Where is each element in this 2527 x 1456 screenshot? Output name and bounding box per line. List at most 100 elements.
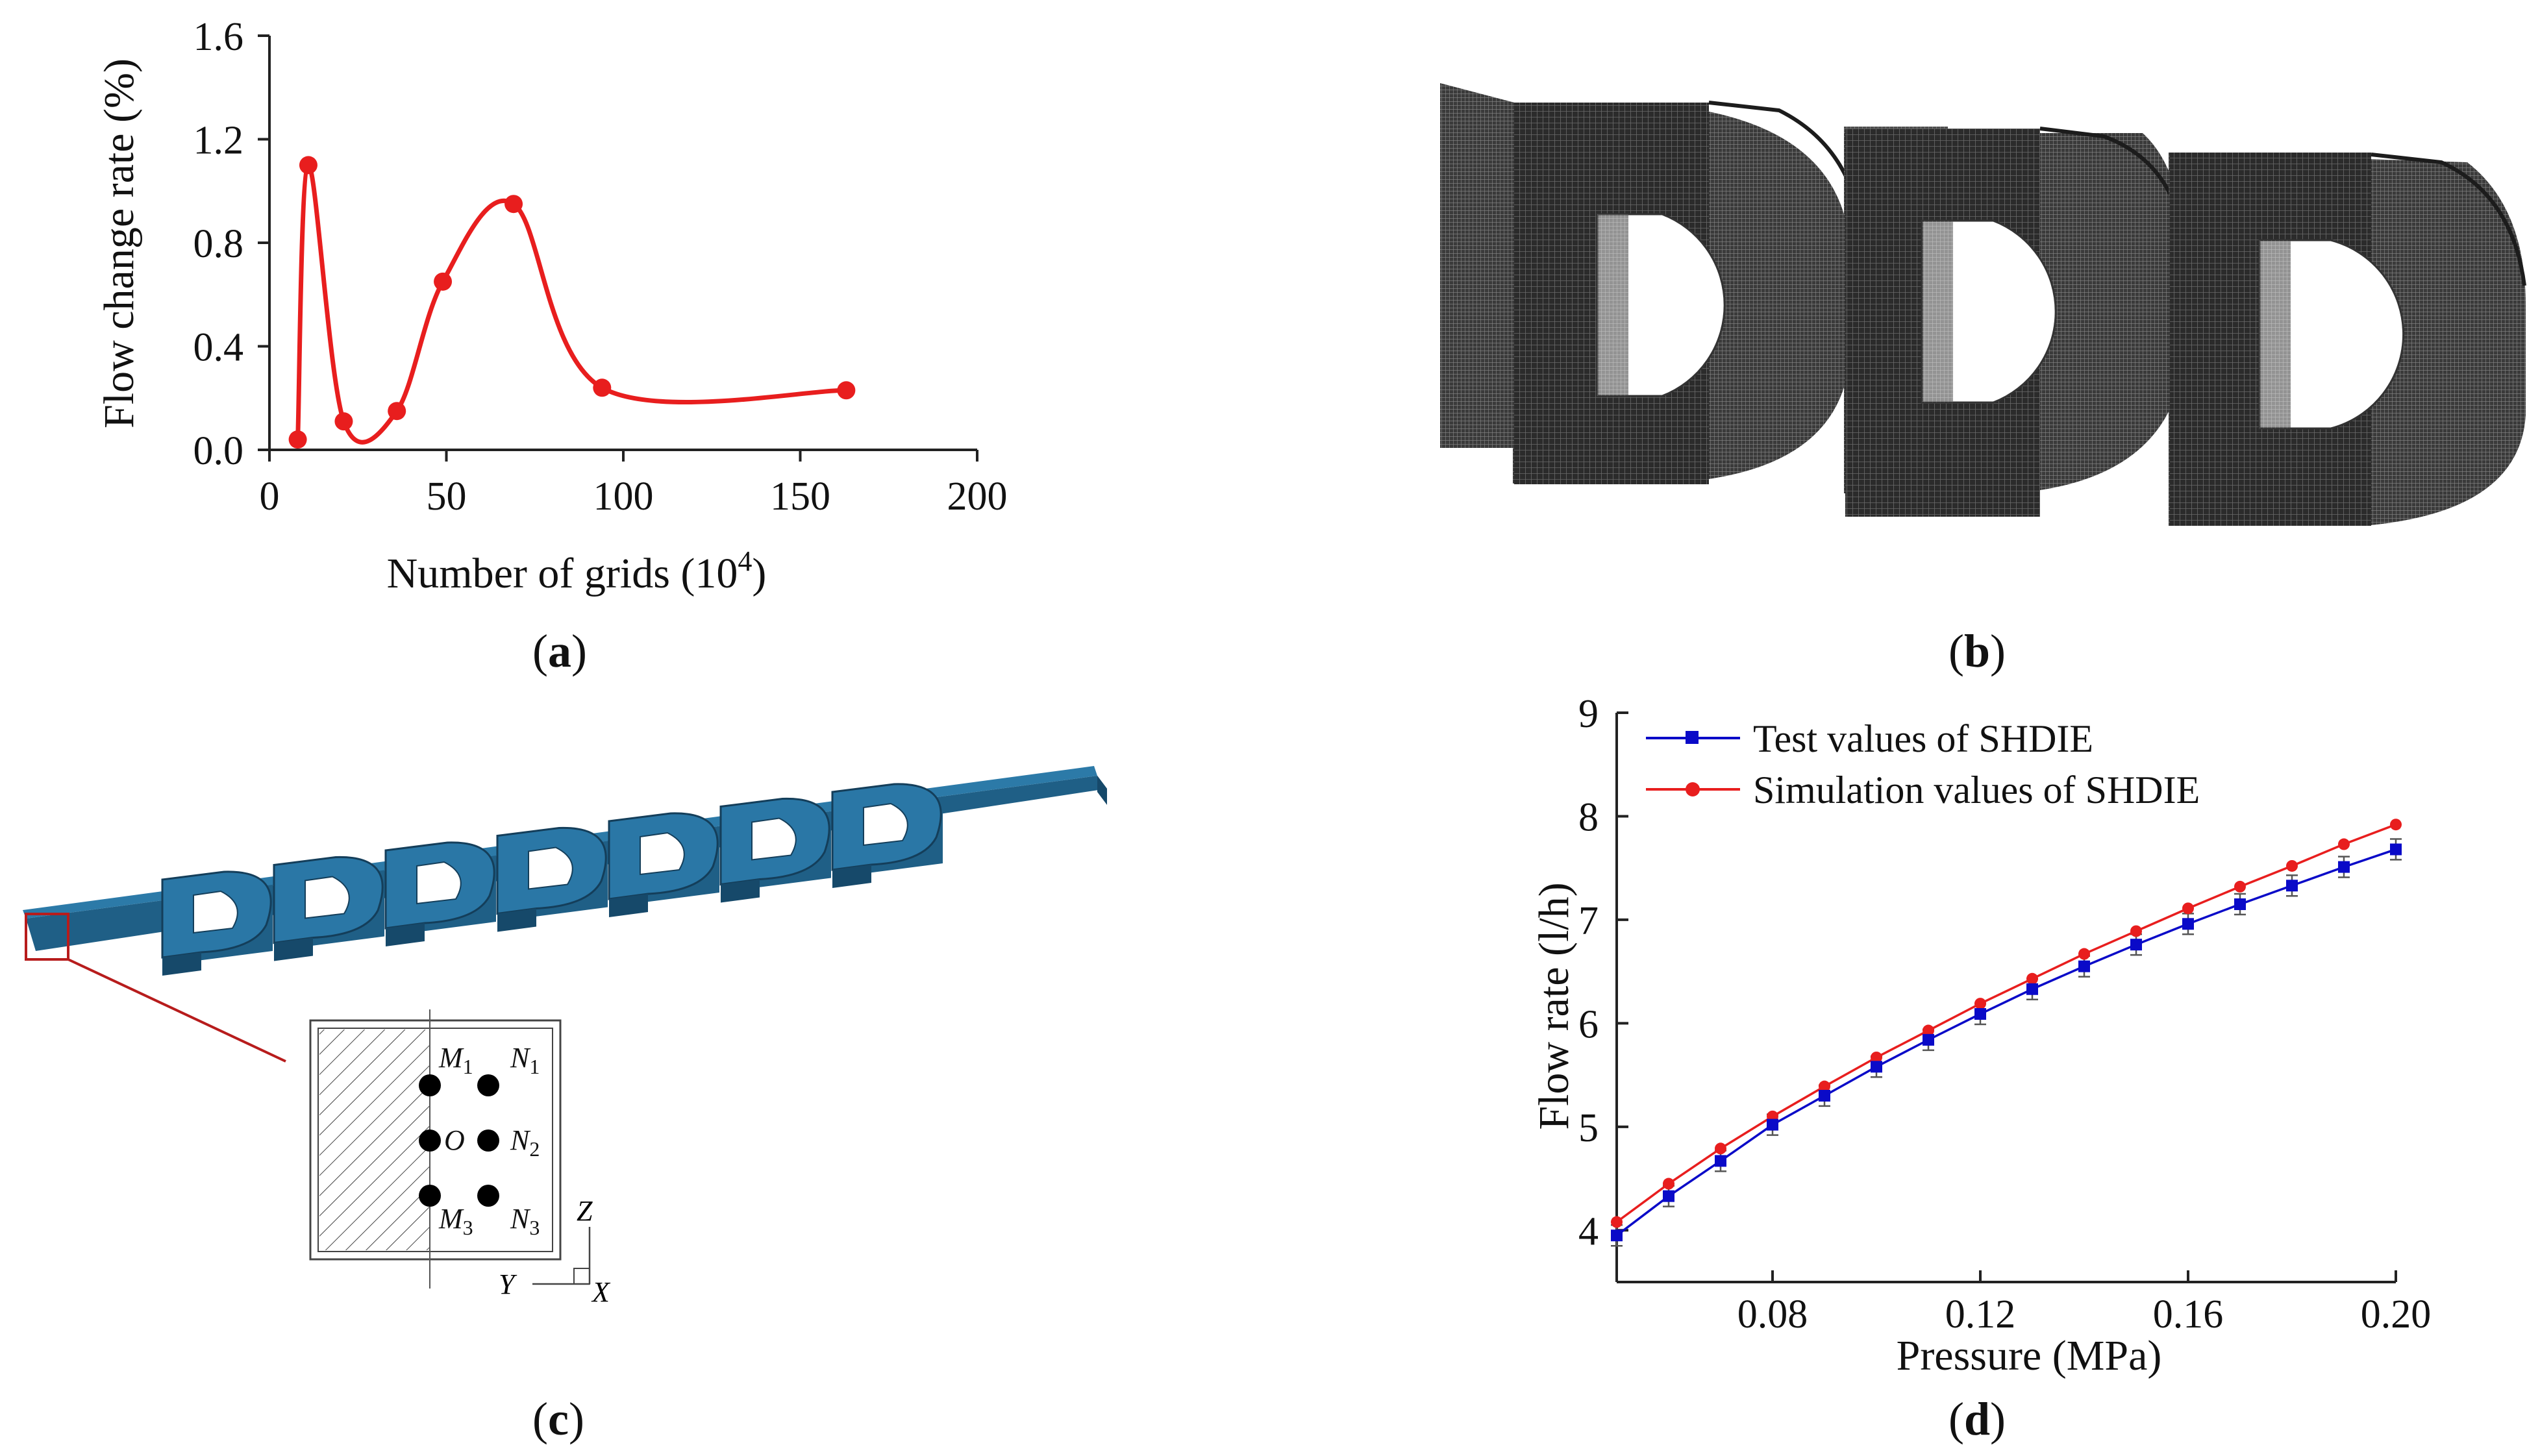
panel-d-simulation-point [1871,1051,1882,1063]
panel-d-caption-letter: d [1964,1393,1990,1445]
panel-d-simulation-point [1974,998,1986,1010]
mesh-block-1 [1513,101,1865,484]
emitter-labyrinth-blocks [161,783,943,976]
panel-a-x-tick-label: 150 [770,475,830,519]
panel-a-y-tick-label: 1.6 [193,15,244,59]
panel-d-simulation-line [1615,823,2396,1223]
panel-c-caption: (c) [532,1393,584,1445]
panel-d-ticks: 0.08 0.12 0.16 0.20 4 5 6 7 8 9 [1578,692,2431,1337]
panel-c-caption-letter: c [548,1393,569,1445]
labyrinth-unit [384,841,496,946]
panel-d-simulation-point [2286,859,2298,872]
measurement-point-o [419,1129,441,1152]
panel-d-simulation-point [1923,1024,1934,1037]
panel-a-caption-letter: a [548,625,571,677]
panel-d-simulation-point [1715,1142,1726,1155]
panel-d-simulation-point [2338,838,2350,850]
panel-a-x-tick-label: 200 [947,475,1008,519]
panel-d-markers [1611,819,2402,1242]
panel-d-simulation-point [1819,1080,1830,1092]
panel-c-axis-indicator: Z Y X [499,1195,611,1308]
panel-a-caption: (a) [532,625,587,677]
panel-d-simulation-point [2182,902,2194,915]
panel-b-caption-letter: b [1964,625,1990,677]
panel-d-test-point [1767,1118,1778,1131]
mesh-block-3 [2169,153,2526,526]
panel-d-y-tick-label: 7 [1578,899,1599,943]
panel-d-simulation-point [2026,972,2038,985]
panel-a-data-point [593,378,612,397]
panel-d-test-point [2130,939,2142,951]
panel-d-test-point [2182,918,2194,930]
panel-a-x-axis-label-main: Number of grids (10 [387,550,738,597]
panel-a-x-tick-label: 0 [260,475,280,519]
panel-d-test-point [1611,1229,1623,1242]
panel-a-y-tick-label: 0.8 [193,222,244,266]
measurement-point-label: M3 [438,1203,473,1239]
panel-c-leader-line [68,958,286,1063]
panel-d-error-bars [1611,838,2402,1247]
panel-a-y-tick-label: 1.2 [193,119,244,163]
panel-d-test-point [2234,898,2246,910]
panel-d-simulation-point [2078,948,2090,960]
labyrinth-unit [608,812,719,917]
labyrinth-unit [161,870,273,976]
panel-d-x-tick-label: 0.12 [1945,1292,2016,1337]
panel-a-data-point [334,412,353,431]
panel-a-series-line [295,162,847,445]
panel-a-x-axis-label: Number of grids (104) [387,545,767,597]
panel-a-data-point [837,381,856,400]
measurement-point-label: N2 [510,1124,540,1161]
measurement-point-label: O [444,1124,465,1156]
panel-d-x-tick-label: 0.16 [2153,1292,2224,1337]
labyrinth-unit [273,856,384,961]
panel-d-y-tick-label: 6 [1578,1002,1599,1046]
panel-d-test-line [1615,848,2396,1237]
legend-test-label: Test values of SHDIE [1753,717,2093,760]
panel-d-y-tick-label: 4 [1578,1209,1599,1253]
measurement-point-n2 [477,1129,499,1152]
panel-d-simulation-point [2130,925,2142,937]
panel-d-test-point [2338,861,2350,873]
panel-d-x-tick-label: 0.08 [1737,1292,1808,1337]
labyrinth-unit [831,783,943,888]
panel-a-data-point [388,402,406,421]
panel-d-y-tick-label: 8 [1578,795,1599,839]
panel-d-caption: (d) [1948,1393,2006,1445]
panel-a-y-tick-label: 0.4 [193,326,244,370]
panel-d-test-point [2390,843,2402,856]
panel-d-test-point [2286,880,2298,892]
panel-a-data-point [299,156,317,175]
panel-d-test-point [1923,1033,1934,1046]
panel-a-x-axis-label-sup: 4 [738,545,752,577]
panel-a-axes [268,36,977,451]
panel-d-test-point [1663,1190,1674,1202]
panel-d-simulation-point [1663,1178,1674,1190]
measurement-point-label: N1 [510,1042,540,1078]
panel-d-simulation-point [1611,1216,1623,1228]
panel-a-data-point [434,272,453,291]
panel-a-y-tick-label: 0.0 [193,429,244,473]
measurement-point-n3 [477,1185,499,1207]
panel-c-inlet-highlight-box [25,913,69,961]
axis-z-label: Z [577,1195,593,1227]
panel-b-caption: (b) [1948,625,2006,677]
panel-d-y-axis-label: Flow rate (l/h) [1530,882,1578,1129]
panel-d-y-tick-label: 9 [1578,692,1599,736]
panel-d-test-point [1715,1155,1726,1167]
panel-d-x-tick-label: 0.20 [2361,1292,2432,1337]
mesh-block-2 [1844,127,2187,517]
legend-simulation-label: Simulation values of SHDIE [1753,769,2200,811]
panel-a-data-points [288,156,856,449]
measurement-point-label: N3 [510,1203,540,1239]
measurement-point-label: M1 [438,1042,473,1078]
panel-a-x-tick-label: 50 [427,475,467,519]
panel-d-axes [1615,713,2396,1283]
panel-d-test-point [1871,1061,1882,1073]
panel-a-y-axis-label: Flow change rate (%) [95,58,143,428]
panel-d-x-axis-label: Pressure (MPa) [1897,1332,2162,1379]
panel-d-y-tick-label: 5 [1578,1106,1599,1150]
axis-y-label: Y [499,1268,517,1300]
measurement-point-n1 [477,1074,499,1096]
